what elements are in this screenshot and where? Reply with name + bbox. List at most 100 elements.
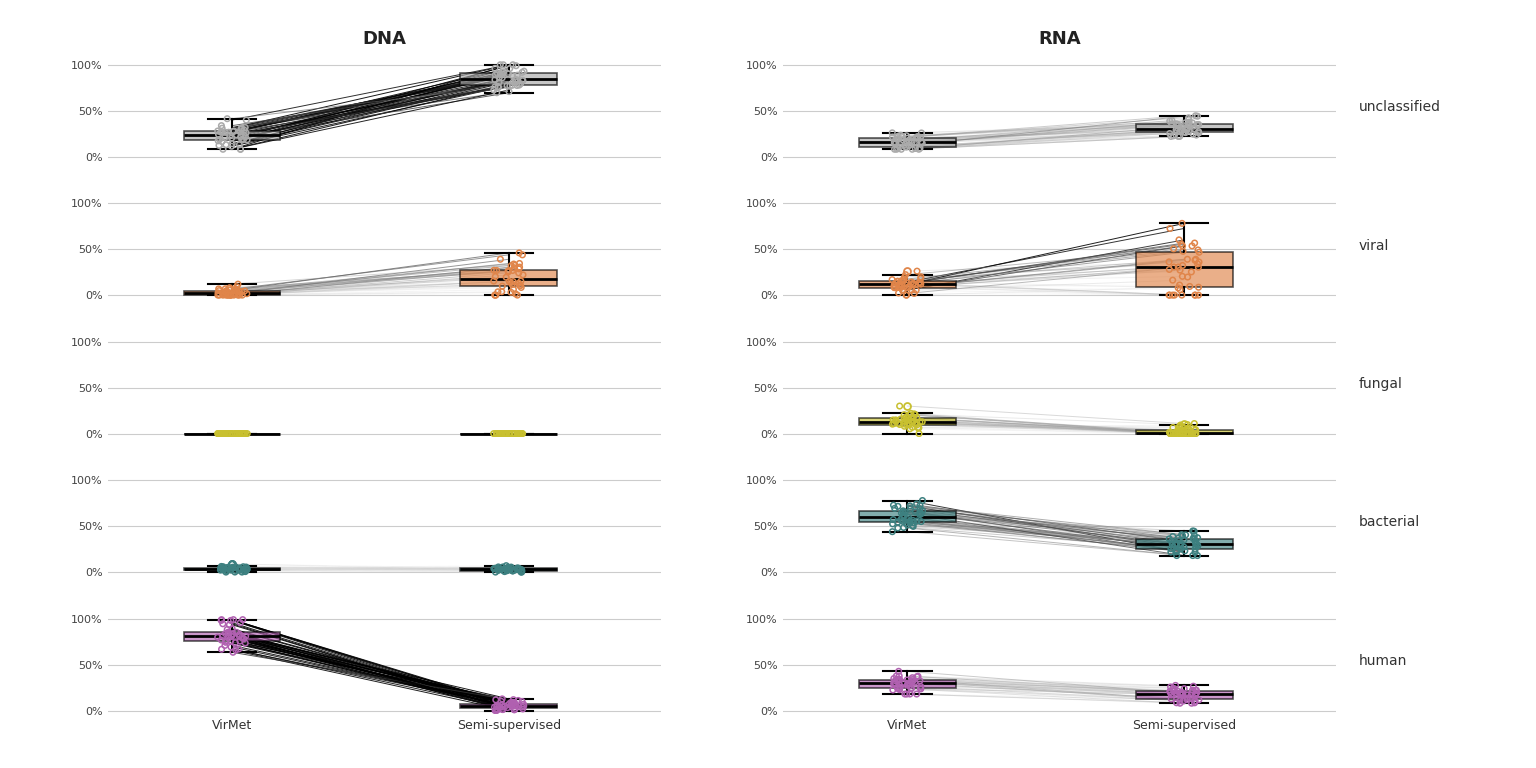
Point [1177,422,1201,434]
Point [484,264,508,276]
Point [892,271,917,283]
PathPatch shape [1135,691,1232,699]
Point [1187,246,1212,258]
Point [223,564,247,577]
Point [1157,289,1181,301]
Point [1170,426,1195,439]
Point [212,428,237,440]
Point [505,694,530,707]
Point [235,562,260,574]
Point [1169,425,1193,438]
Point [482,704,507,717]
Point [507,257,531,270]
Point [897,414,922,426]
Point [209,564,233,576]
Point [502,703,527,716]
Point [1180,428,1204,440]
Point [902,415,926,428]
Point [909,515,934,528]
Point [909,137,934,149]
Point [220,428,244,440]
Point [226,286,250,298]
Point [495,701,519,713]
Point [909,508,934,520]
Point [900,278,925,290]
Point [510,269,535,281]
Point [481,84,505,96]
Point [499,697,524,709]
Point [1186,531,1210,544]
Point [508,78,533,90]
Point [903,676,928,688]
Point [1184,129,1209,141]
Point [1167,535,1192,547]
Point [227,288,252,300]
Point [487,563,511,575]
Point [909,270,934,283]
Point [496,561,521,573]
Point [485,428,510,440]
Point [1180,689,1204,701]
Point [906,131,931,143]
Point [490,71,515,84]
Point [498,80,522,92]
Point [1178,428,1203,440]
Point [227,635,252,647]
Point [496,698,521,710]
Point [894,688,919,700]
Point [504,76,528,88]
Point [880,131,905,143]
Point [499,699,524,711]
Point [207,428,232,440]
Point [217,627,241,639]
Point [217,618,241,631]
Point [894,517,919,529]
Point [897,688,922,700]
Point [490,68,515,81]
Point [1167,428,1192,440]
Point [485,81,510,93]
Point [218,428,243,440]
Point [496,266,521,278]
Point [498,428,522,440]
Point [227,562,252,574]
Point [504,702,528,714]
Point [492,563,516,575]
Point [498,428,522,440]
Point [1186,540,1210,552]
Point [1174,428,1198,440]
Point [882,280,906,293]
Point [209,428,233,440]
Point [1157,256,1181,268]
Point [229,428,253,440]
Point [1167,687,1192,700]
Point [488,68,513,80]
Point [229,143,253,155]
Point [1184,428,1209,440]
Point [909,127,934,139]
Point [1177,424,1201,436]
Point [1170,124,1195,137]
Point [895,679,920,691]
Point [485,68,510,80]
Point [1157,263,1181,276]
Point [1163,538,1187,551]
Point [507,79,531,91]
Point [1177,118,1201,130]
Point [886,674,911,686]
Point [501,283,525,296]
Point [487,428,511,440]
Point [504,74,528,86]
Point [510,701,535,713]
Point [207,428,232,440]
Point [885,133,909,145]
Point [902,277,926,290]
PathPatch shape [1135,252,1232,287]
Point [493,428,518,440]
Point [1160,538,1184,551]
Point [903,142,928,154]
Point [508,280,533,292]
Point [1186,243,1210,256]
Point [900,674,925,686]
Point [894,419,919,431]
